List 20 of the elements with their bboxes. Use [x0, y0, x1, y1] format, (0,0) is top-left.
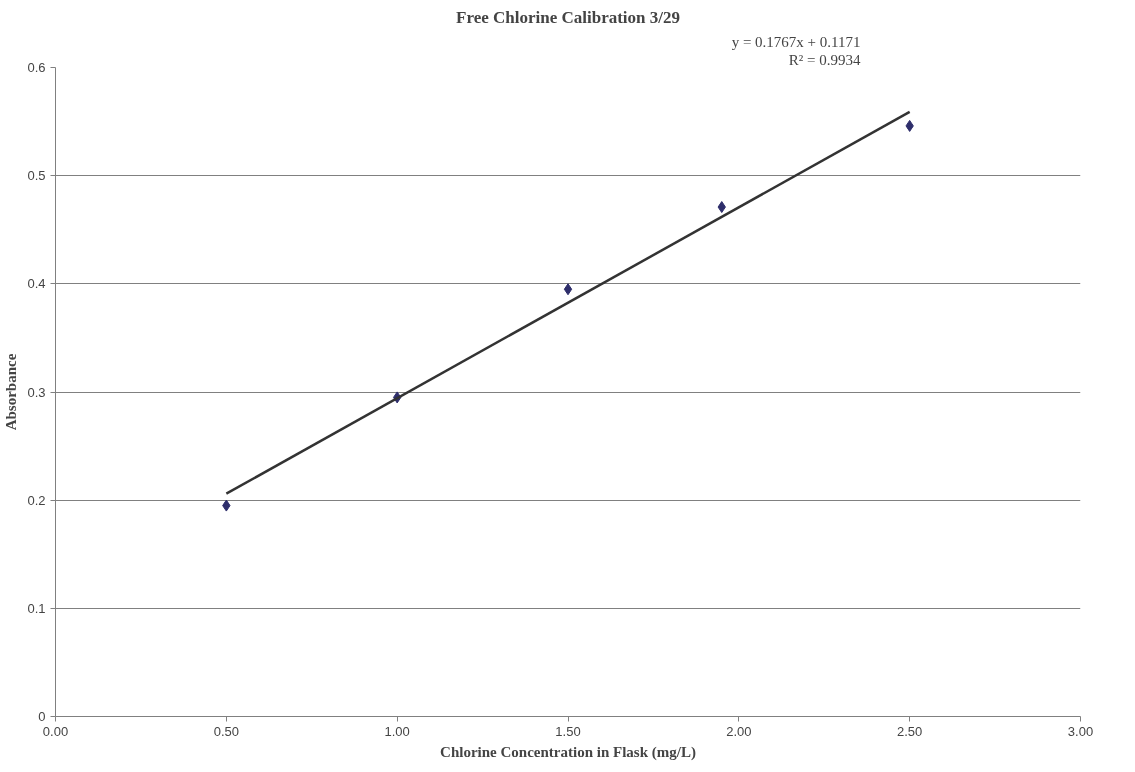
chart-title: Free Chlorine Calibration 3/29: [456, 7, 680, 27]
x-tick-label: 2.50: [897, 723, 923, 739]
x-tick-label: 1.00: [384, 723, 410, 739]
y-tick-label: 0.5: [27, 168, 46, 184]
y-tick-label: 0.4: [27, 276, 46, 292]
point: [563, 283, 573, 296]
x-tick-label: 1.50: [555, 723, 581, 739]
text: y = 0.1767x + 0.1171: [731, 33, 861, 50]
x-axis-title: Chlorine Concentration in Flask (mg/L): [440, 743, 696, 761]
y-tick-label: 0.3: [27, 384, 46, 400]
x-tick-label: 0.50: [213, 723, 239, 739]
annotation: R² = 0.9934: [788, 51, 861, 68]
x-tick-label: 3.00: [1067, 723, 1094, 739]
x-tick-label: 0.00: [42, 723, 69, 739]
y-axis-title: Absorbance: [3, 353, 20, 431]
y-tick-label: 0.2: [27, 492, 46, 508]
y-tick-label: 0.6: [27, 60, 46, 75]
y-tick-label: 0.1: [27, 600, 46, 616]
y-tick-label: 0: [38, 709, 46, 724]
x-tick-label: 2.00: [726, 723, 752, 739]
